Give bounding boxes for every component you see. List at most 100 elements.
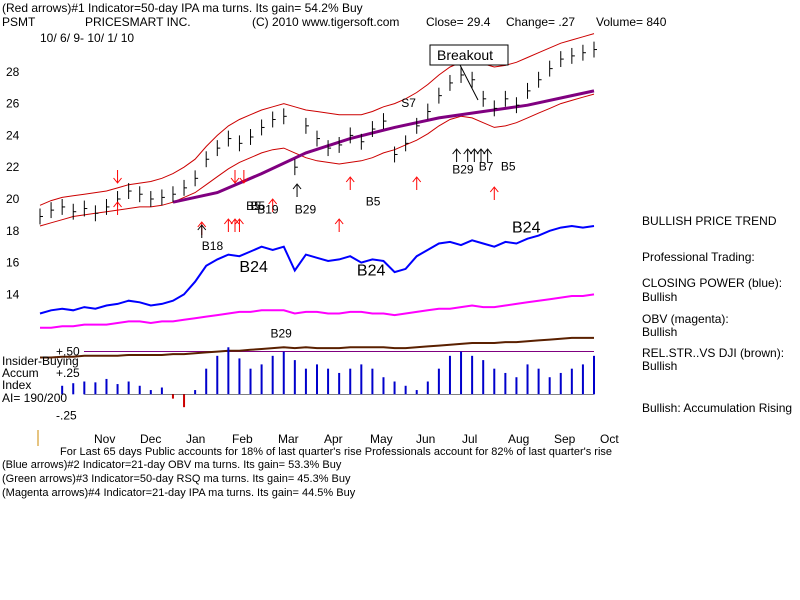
month-label: Nov — [94, 432, 115, 446]
sidebar-title-2: CLOSING POWER (blue): — [642, 276, 782, 290]
price-tick-label: 20 — [6, 192, 20, 206]
black-up-arrow-head — [292, 183, 302, 190]
black-up-arrow-head — [476, 148, 486, 155]
signal-label: B24 — [357, 262, 386, 279]
red-down-arrow-head — [113, 177, 122, 184]
change-value: Change= .27 — [506, 15, 575, 29]
insider-label-2: Accum — [2, 366, 39, 380]
month-axis: Nov Dec Jan Feb Mar Apr May Jun Jul Aug Sep Oct — [94, 432, 619, 446]
red-up-arrow-head — [230, 218, 240, 225]
signal-label: B24 — [239, 259, 268, 276]
accum-tick-label: +.50 — [56, 345, 80, 359]
closing-power-series — [39, 224, 595, 315]
sidebar-title-0: BULLISH PRICE TREND — [642, 214, 777, 228]
price-tick-label: 24 — [6, 128, 20, 142]
sidebar-title-4: REL.STR..VS DJI (brown): — [642, 346, 784, 360]
lower-band-line — [39, 93, 595, 227]
insider-label-1: Insider-Buying — [2, 354, 79, 368]
footer-line-4: (Magenta arrows)#4 Indicator=21-day IPA … — [2, 487, 356, 499]
red-up-arrow-head — [268, 198, 278, 205]
red-up-arrow-head — [223, 218, 233, 225]
ai-label: AI= 190/200 — [2, 391, 67, 405]
sidebar-title-3: OBV (magenta): — [642, 312, 729, 326]
accum-histogram — [61, 347, 595, 408]
insider-label-3: Index — [2, 378, 31, 392]
signal-label: B5 — [246, 199, 261, 213]
price-tick-label: 26 — [6, 97, 20, 111]
signal-label: B29 — [452, 163, 474, 177]
date-range: 10/ 6/ 9- 10/ 1/ 10 — [40, 31, 134, 45]
month-label: May — [370, 432, 393, 446]
signal-label: B7 — [479, 159, 494, 173]
footer-line-2: (Blue arrows)#2 Indicator=21-day OBV ma … — [2, 459, 342, 471]
copyright: (C) 2010 www.tigersoft.com — [252, 15, 399, 29]
month-label: Sep — [554, 432, 576, 446]
breakout-label: Breakout — [437, 47, 493, 63]
black-up-arrow-head — [483, 148, 493, 155]
price-tick-label: 18 — [6, 224, 20, 238]
red-up-arrow-head — [345, 176, 355, 183]
month-label: Apr — [324, 432, 343, 446]
breakout-pointer — [459, 64, 479, 101]
price-tick-label: 16 — [6, 256, 20, 270]
sidebar-value-4: Bullish — [642, 359, 677, 373]
sidebar-value-2: Bullish — [642, 290, 677, 304]
price-tick-label: 22 — [6, 160, 20, 174]
red-up-arrow-head — [412, 176, 422, 183]
month-label: Mar — [278, 432, 299, 446]
signal-label: B5 — [366, 194, 381, 208]
footer-line-1: For Last 65 days Public accounts for 18%… — [60, 446, 612, 458]
symbol: PSMT — [2, 15, 36, 29]
signal-arrows — [113, 148, 499, 238]
footer-line-3: (Green arrows)#3 Indicator=50-day RSQ ma… — [2, 473, 351, 485]
red-down-arrow-head — [230, 177, 240, 184]
signal-label: B5 — [251, 199, 266, 213]
signal-label: S7 — [401, 96, 416, 110]
black-up-arrow-head — [463, 148, 473, 155]
signal-label: B24 — [512, 219, 541, 236]
sidebar-title-1: Professional Trading: — [642, 250, 755, 264]
price-bars — [39, 41, 597, 225]
ma-line — [172, 89, 595, 204]
sidebar-value-3: Bullish — [642, 325, 677, 339]
rel-strength-series — [40, 336, 594, 359]
signal-label: B5 — [501, 159, 516, 173]
volume-value: Volume= 840 — [596, 15, 667, 29]
price-tick-label: 14 — [6, 287, 20, 301]
signal-label: B29 — [271, 326, 293, 340]
accum-y-axis: +.50 +.25 -.25 — [56, 345, 594, 423]
obv-series — [40, 293, 595, 329]
accum-tick-label: -.25 — [56, 409, 77, 423]
red-up-arrow-head — [489, 186, 499, 193]
price-tick-label: 28 — [6, 65, 20, 79]
company-name: PRICESMART INC. — [85, 15, 191, 29]
breakout-box — [429, 44, 509, 66]
red-down-arrow-head — [239, 177, 249, 184]
month-label: Oct — [600, 432, 619, 446]
close-value: Close= 29.4 — [426, 15, 491, 29]
price-y-axis: 28 26 24 22 20 18 16 14 — [6, 65, 20, 302]
month-label: Jan — [186, 432, 205, 446]
sidebar: BULLISH PRICE TREND Professional Trading… — [642, 214, 792, 415]
month-label: Aug — [508, 432, 529, 446]
red-up-arrow-head — [334, 218, 344, 225]
obv-line — [40, 293, 595, 329]
red-up-arrow-head — [113, 201, 122, 208]
indicator-header: (Red arrows)#1 Indicator=50-day IPA ma t… — [2, 1, 363, 15]
moving-average — [172, 89, 595, 204]
sidebar-title-5: Bullish: Accumulation Rising — [642, 401, 792, 415]
month-label: Feb — [232, 432, 253, 446]
black-up-arrow-head — [197, 224, 207, 231]
red-up-arrow-head — [235, 218, 244, 225]
signal-label: B19 — [257, 202, 279, 216]
black-up-arrow-head — [452, 148, 461, 155]
month-label: Jul — [462, 432, 477, 446]
black-up-arrow-head — [469, 148, 479, 155]
red-up-arrow-head — [197, 221, 207, 228]
closing-power-line — [39, 224, 595, 315]
month-label: Jun — [416, 432, 435, 446]
bollinger-bands — [39, 33, 595, 227]
signal-label: B29 — [295, 202, 317, 216]
